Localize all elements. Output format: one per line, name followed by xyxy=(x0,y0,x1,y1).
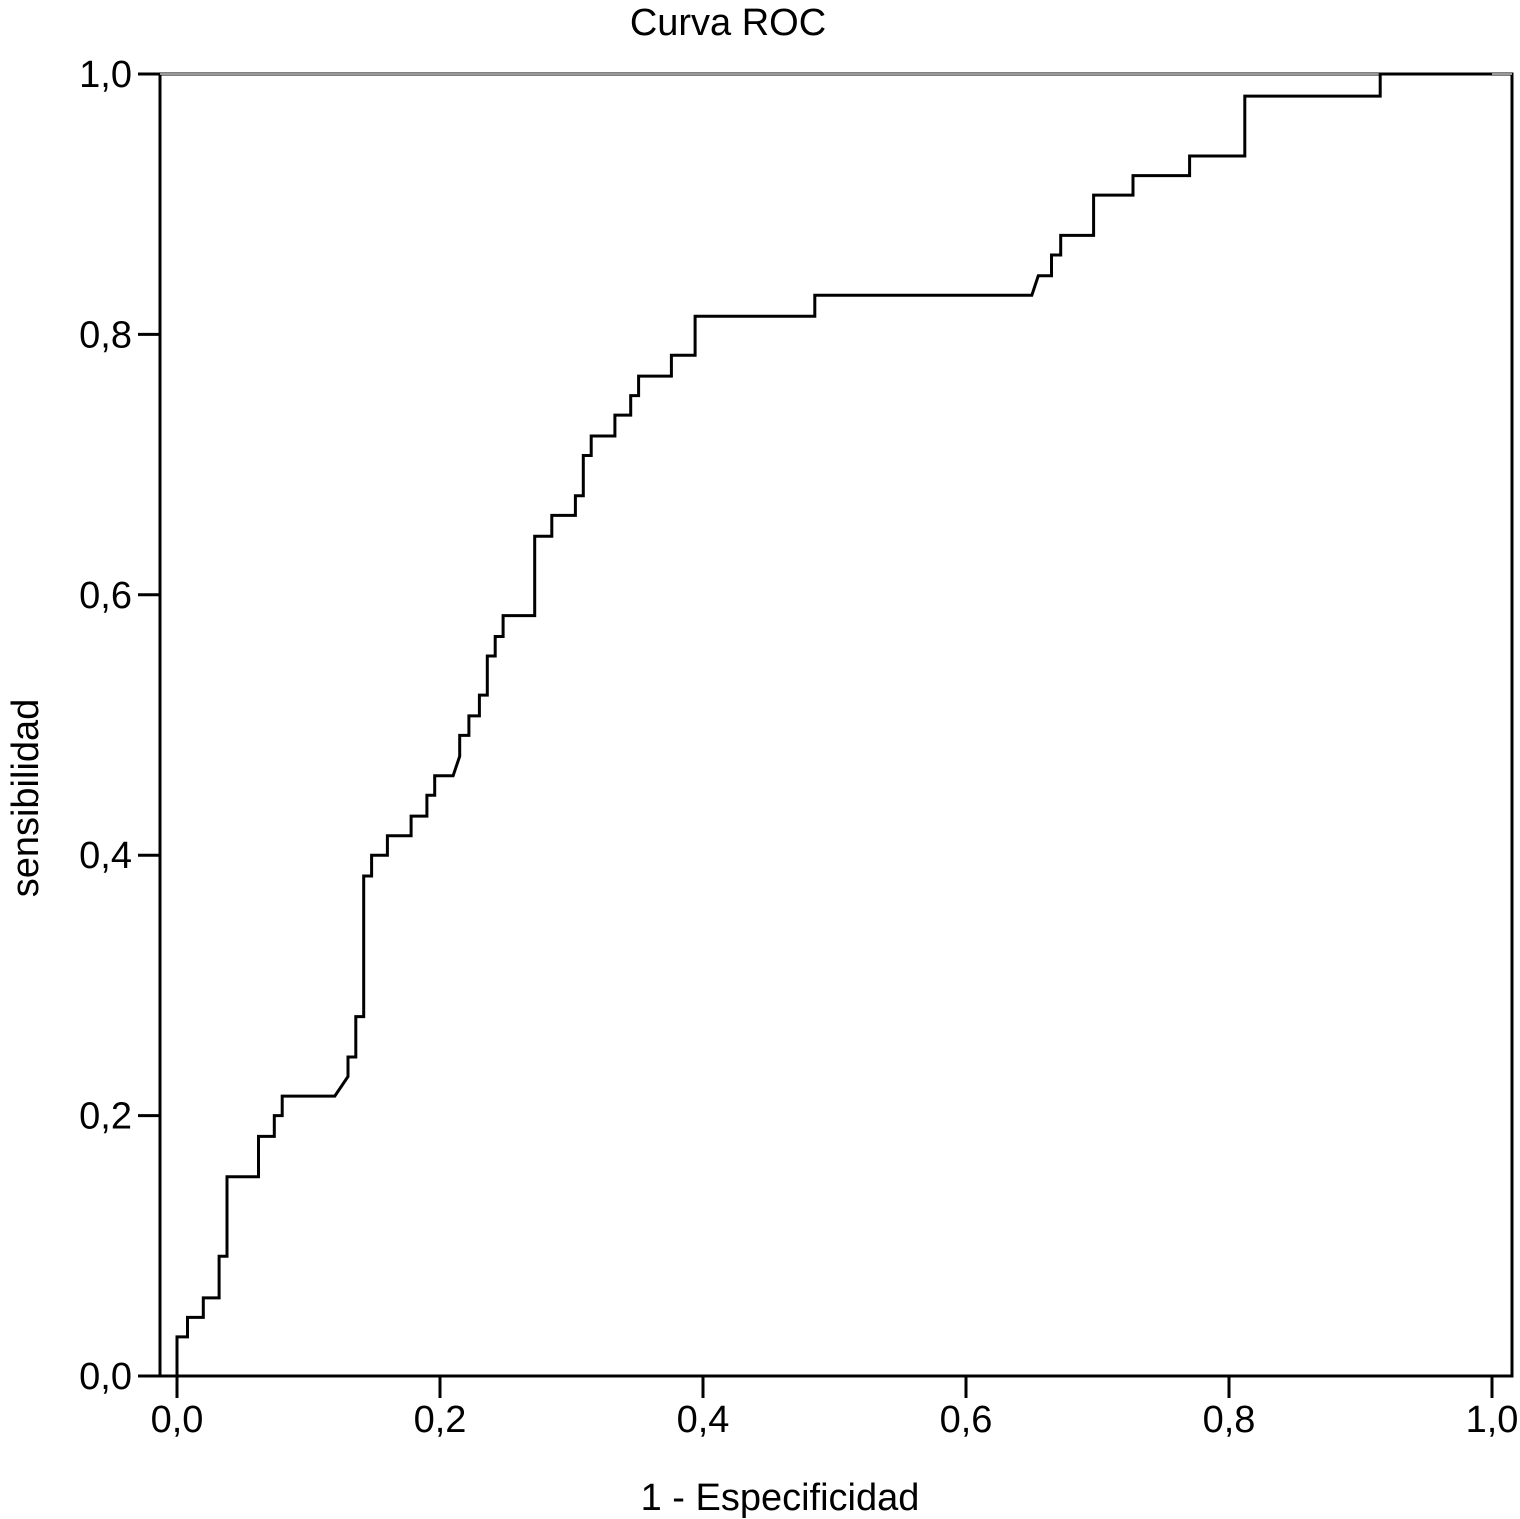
y-tick-label: 1,0 xyxy=(79,54,132,96)
plot-frame xyxy=(158,72,1514,1378)
y-tick-label: 0,6 xyxy=(79,575,132,617)
x-tick-label: 0,0 xyxy=(151,1399,204,1441)
roc-curve-line xyxy=(175,72,1492,1376)
x-tick-label: 1,0 xyxy=(1466,1399,1519,1441)
x-axis: 0,0 0,2 0,4 0,6 0,8 1,0 xyxy=(151,1376,1519,1441)
y-tick-label: 0,4 xyxy=(79,835,132,877)
y-tick-label: 0,8 xyxy=(79,314,132,356)
y-axis-label: sensibilidad xyxy=(5,699,47,898)
y-axis: 0,0 0,2 0,4 0,6 0,8 1,0 xyxy=(79,54,160,1398)
y-tick-label: 0,2 xyxy=(79,1096,132,1138)
x-tick-label: 0,4 xyxy=(677,1399,730,1441)
x-axis-label: 1 - Especificidad xyxy=(641,1477,920,1519)
x-tick-label: 0,6 xyxy=(940,1399,993,1441)
chart-title: Curva ROC xyxy=(630,2,826,44)
x-tick-label: 0,2 xyxy=(414,1399,467,1441)
x-tick-label: 0,8 xyxy=(1203,1399,1256,1441)
series-group xyxy=(175,72,1492,1376)
y-tick-label: 0,0 xyxy=(79,1356,132,1398)
